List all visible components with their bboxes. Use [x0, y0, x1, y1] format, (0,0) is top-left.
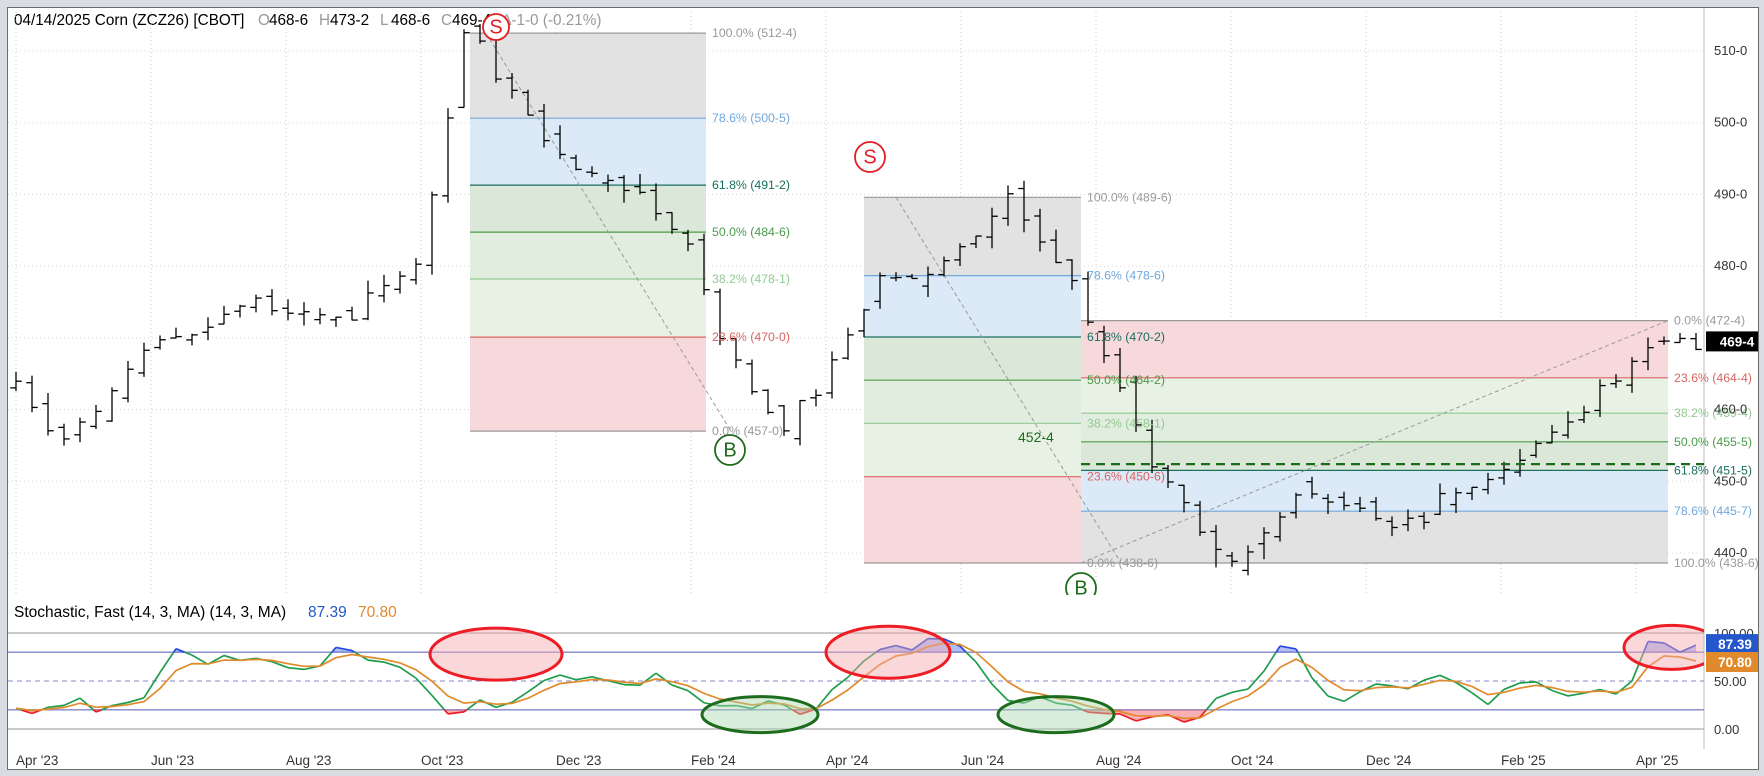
svg-text:460-0: 460-0 [1714, 402, 1747, 417]
svg-text:Feb '24: Feb '24 [691, 753, 736, 768]
svg-text:50.0% (455-5): 50.0% (455-5) [1674, 435, 1752, 449]
svg-text:87.39: 87.39 [1718, 637, 1752, 652]
svg-text:100.0% (512-4): 100.0% (512-4) [712, 26, 797, 40]
svg-text:Stochastic, Fast (14, 3, MA): Stochastic, Fast (14, 3, MA) (14, 3, MA) [14, 604, 286, 621]
svg-text:0.0% (438-6): 0.0% (438-6) [1087, 556, 1158, 570]
svg-text:468-6: 468-6 [269, 12, 308, 29]
svg-text:480-0: 480-0 [1714, 258, 1747, 273]
svg-text:50.0% (484-6): 50.0% (484-6) [712, 225, 790, 239]
svg-text:452-4: 452-4 [1018, 429, 1054, 445]
svg-text:78.6% (478-6): 78.6% (478-6) [1087, 269, 1165, 283]
svg-text:0.00: 0.00 [1714, 722, 1739, 737]
svg-text:Aug '24: Aug '24 [1096, 753, 1142, 768]
svg-text:Apr '24: Apr '24 [826, 753, 869, 768]
svg-text:0.0% (457-0): 0.0% (457-0) [712, 424, 783, 438]
svg-text:490-0: 490-0 [1714, 186, 1747, 201]
svg-text:50.0% (464-2): 50.0% (464-2) [1087, 373, 1165, 387]
svg-text:38.2% (458-1): 38.2% (458-1) [1087, 416, 1165, 430]
svg-text:S: S [863, 147, 876, 169]
svg-text:0.0% (472-4): 0.0% (472-4) [1674, 314, 1745, 328]
svg-text:Apr '23: Apr '23 [16, 753, 58, 768]
svg-text:500-0: 500-0 [1714, 115, 1747, 130]
svg-text:C: C [441, 12, 452, 29]
svg-text:61.8% (470-2): 61.8% (470-2) [1087, 330, 1165, 344]
svg-text:450-0: 450-0 [1714, 473, 1747, 488]
svg-text:Apr '25: Apr '25 [1636, 753, 1678, 768]
svg-text:23.6% (464-4): 23.6% (464-4) [1674, 371, 1752, 385]
svg-text:Dec '24: Dec '24 [1366, 753, 1412, 768]
svg-text:H: H [319, 12, 330, 29]
svg-text:469-4: 469-4 [1720, 334, 1755, 349]
svg-text:78.6% (500-5): 78.6% (500-5) [712, 111, 790, 125]
svg-text:S: S [489, 17, 502, 39]
svg-text:78.6% (445-7): 78.6% (445-7) [1674, 504, 1752, 518]
svg-text:38.2% (478-1): 38.2% (478-1) [712, 272, 790, 286]
svg-text:Aug '23: Aug '23 [286, 753, 331, 768]
svg-text:Jun '23: Jun '23 [151, 753, 194, 768]
svg-text:468-6: 468-6 [391, 12, 430, 29]
svg-text:Feb '25: Feb '25 [1501, 753, 1546, 768]
svg-text:B: B [723, 440, 736, 462]
svg-text:473-2: 473-2 [330, 12, 369, 29]
svg-text:∆-1-0 (-0.21%): ∆-1-0 (-0.21%) [502, 12, 601, 29]
svg-text:70.80: 70.80 [1718, 655, 1752, 670]
svg-text:61.8% (491-2): 61.8% (491-2) [712, 178, 790, 192]
svg-text:Dec '23: Dec '23 [556, 753, 601, 768]
svg-text:Oct '23: Oct '23 [421, 753, 463, 768]
svg-text:87.39: 87.39 [308, 604, 347, 621]
svg-text:Jun '24: Jun '24 [961, 753, 1005, 768]
svg-text:Oct '24: Oct '24 [1231, 753, 1274, 768]
svg-text:L: L [380, 12, 389, 29]
svg-text:70.80: 70.80 [358, 604, 397, 621]
svg-text:100.0% (489-6): 100.0% (489-6) [1087, 190, 1172, 204]
svg-text:B: B [1074, 578, 1087, 600]
svg-text:510-0: 510-0 [1714, 43, 1747, 58]
svg-text:50.00: 50.00 [1714, 674, 1747, 689]
svg-text:440-0: 440-0 [1714, 545, 1747, 560]
svg-text:23.6% (450-6): 23.6% (450-6) [1087, 470, 1165, 484]
svg-text:04/14/2025 Corn (ZCZ26) [CBOT: 04/14/2025 Corn (ZCZ26) [CBOT] [14, 12, 244, 29]
svg-text:23.6% (470-0): 23.6% (470-0) [712, 330, 790, 344]
